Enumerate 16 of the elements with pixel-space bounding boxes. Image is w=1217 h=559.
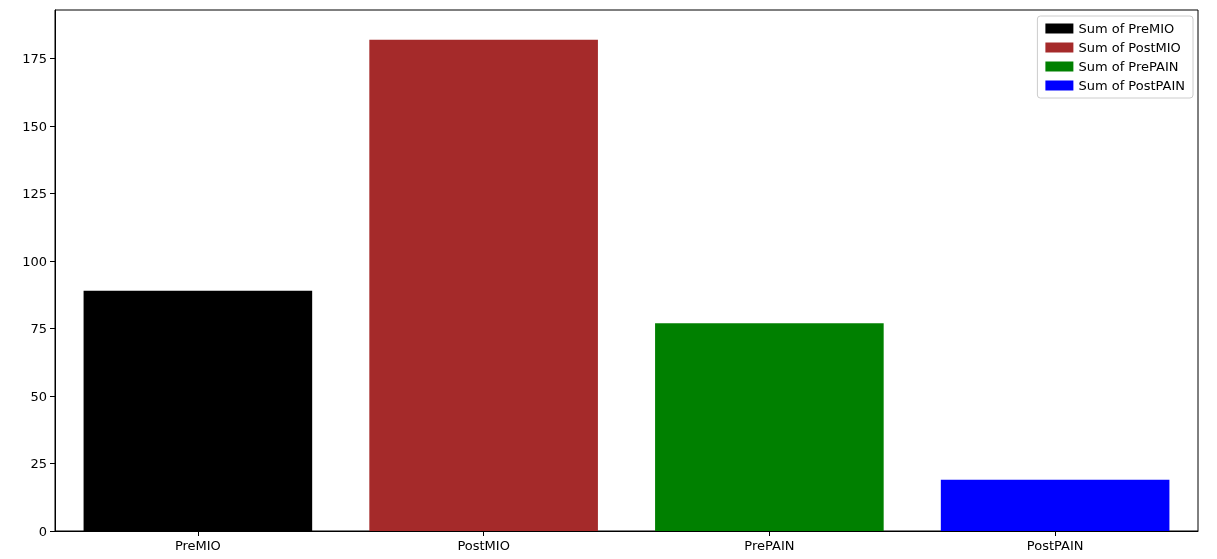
y-tick-label: 25 — [30, 456, 47, 472]
y-tick-label: 100 — [22, 253, 47, 269]
x-tick-label: PostMIO — [457, 538, 510, 553]
y-tick-label: 175 — [22, 51, 47, 67]
legend-label: Sum of PreMIO — [1078, 21, 1175, 36]
legend-label: Sum of PostPAIN — [1078, 78, 1185, 93]
legend-label: Sum of PostMIO — [1078, 40, 1181, 55]
y-tick-label: 150 — [22, 118, 47, 134]
x-tick-label: PreMIO — [174, 538, 221, 553]
x-tick-label: PostPAIN — [1026, 538, 1084, 553]
y-tick-label: 50 — [30, 388, 47, 404]
legend-label: Sum of PrePAIN — [1078, 59, 1179, 74]
y-tick-label: 75 — [30, 321, 47, 337]
x-tick-label: PrePAIN — [744, 538, 795, 553]
y-tick-label: 125 — [22, 186, 47, 202]
y-tick-label: 0 — [38, 523, 47, 539]
